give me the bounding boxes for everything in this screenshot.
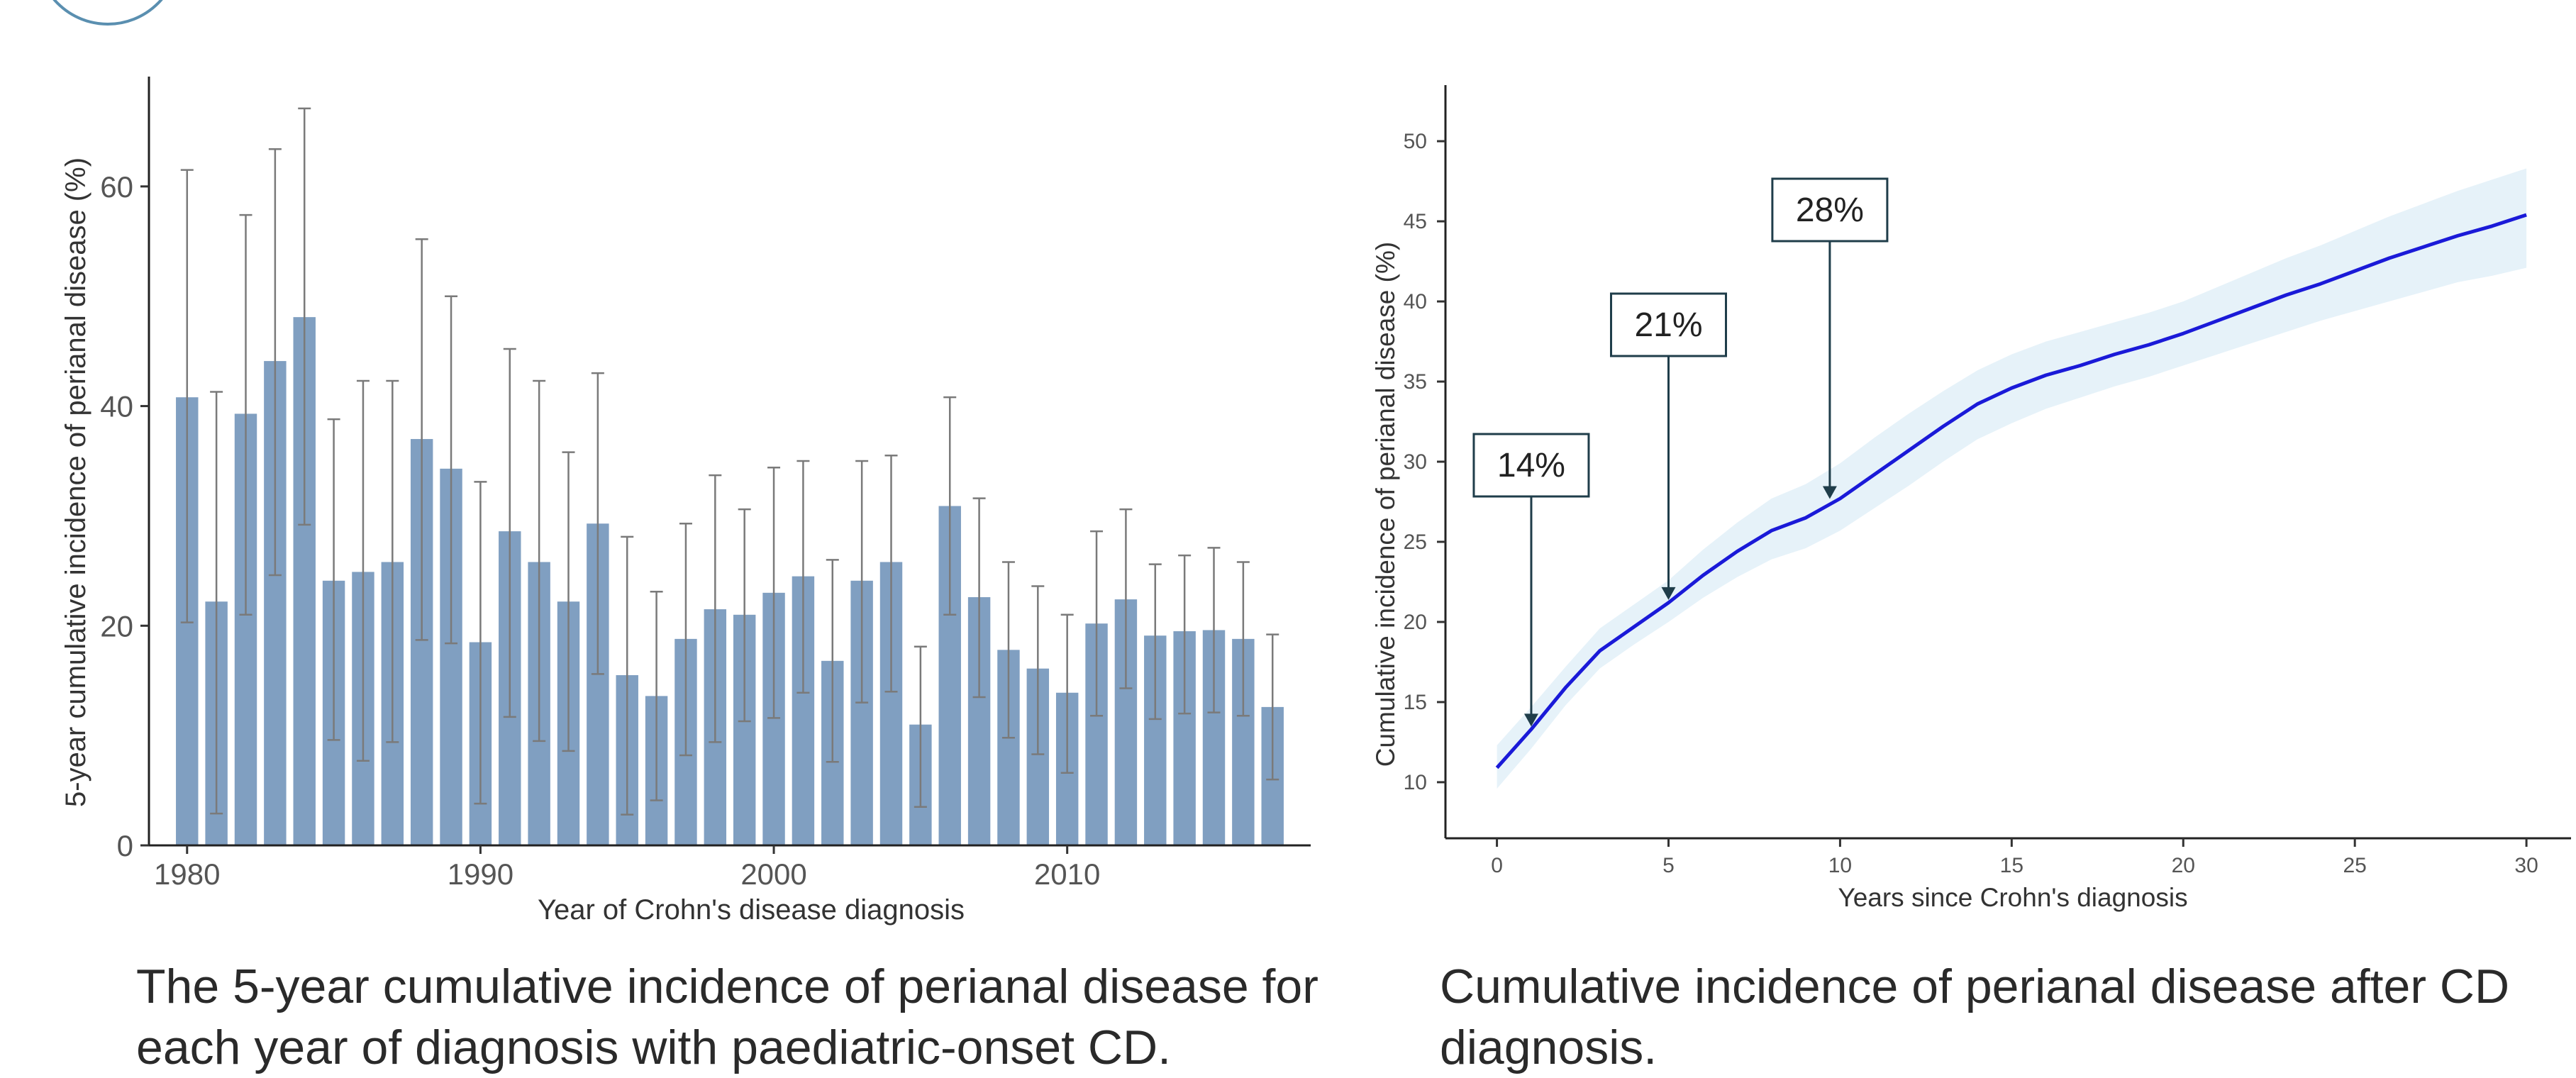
error-bar-1996: [650, 591, 663, 801]
x-tick-label: 0: [1491, 854, 1503, 877]
annotation-1: 14%: [1472, 433, 1590, 727]
y-tick-label: 60: [100, 170, 133, 204]
error-bar-2003: [855, 460, 869, 704]
error-bar-2013: [1148, 563, 1162, 721]
x-tick-label: 1980: [154, 857, 220, 891]
y-tick-label: 0: [117, 829, 133, 862]
error-bar-1999: [738, 508, 751, 723]
x-tick-label: 5: [1662, 854, 1675, 877]
y-tick-label: 20: [100, 609, 133, 643]
annotation-box: [1609, 292, 1727, 357]
error-bar-1984: [298, 107, 311, 526]
error-bar-2016: [1236, 561, 1250, 717]
error-bar-2000: [767, 467, 781, 719]
error-bar-2017: [1266, 633, 1279, 781]
error-bar-1998: [709, 474, 722, 743]
error-bar-1988: [415, 238, 428, 641]
error-bar-2011: [1090, 530, 1104, 717]
y-tick-label: 10: [1404, 771, 1427, 794]
y-tick-label: 35: [1404, 370, 1427, 394]
y-axis-title: 5-year cumulative incidence of perianal …: [60, 157, 91, 807]
error-bar-2015: [1207, 547, 1221, 713]
annotation-label: 21%: [1634, 306, 1702, 344]
error-bar-1980: [180, 169, 194, 623]
error-bar-2006: [943, 396, 957, 616]
logo-circle-decoration: [52, 0, 163, 26]
annotation-box: [1472, 433, 1590, 498]
error-bar-2014: [1178, 554, 1192, 715]
error-bar-1982: [239, 213, 252, 616]
annotation-2: 21%: [1609, 292, 1727, 600]
annotation-arrow-head: [1661, 587, 1676, 600]
y-tick-label: 40: [1404, 290, 1427, 313]
error-bar-2012: [1119, 508, 1133, 689]
annotation-arrow-head: [1822, 486, 1837, 499]
x-tick-label: 1990: [448, 857, 513, 891]
error-bar-2001: [796, 460, 810, 694]
confidence-band: [1497, 168, 2527, 789]
error-bar-1992: [533, 379, 546, 743]
error-bar-1991: [503, 348, 516, 718]
bar-chart-left: 0 20 40 60 1980 1990 2000 2010 Year of Crohn's d…: [60, 77, 1311, 926]
y-tick-label: 25: [1404, 530, 1427, 554]
y-tick-label: 15: [1404, 691, 1427, 714]
error-bar-2010: [1060, 613, 1074, 774]
y-tick-label: 20: [1404, 611, 1427, 634]
x-tick-label: 2000: [740, 857, 806, 891]
error-bar-1994: [591, 372, 604, 675]
error-bar-1981: [210, 391, 223, 815]
annotation-3: 28%: [1771, 177, 1889, 499]
x-tick-label: 2010: [1034, 857, 1100, 891]
caption-right: Cumulative incidence of perianal disease…: [1440, 960, 2510, 1074]
error-bar-1993: [562, 451, 575, 752]
annotation-arrow-head: [1523, 713, 1538, 727]
error-bar-2009: [1031, 585, 1045, 755]
x-axis-title: Years since Crohn's diagnosis: [1838, 883, 2187, 912]
error-bar-2007: [972, 497, 986, 699]
error-bar-2005: [914, 645, 927, 808]
caption-left: The 5-year cumulative incidence of peria…: [136, 960, 1318, 1074]
line-chart-right: 10 15 20 25 30 35 40 45 50 0 5 10 15 20 25 30 Years sinc…: [1371, 85, 2571, 912]
error-bar-1997: [679, 523, 692, 757]
y-axis-title: Cumulative incidence of perianal disease…: [1371, 242, 1400, 767]
x-tick-label: 25: [2343, 854, 2366, 877]
error-bar-2008: [1001, 561, 1015, 739]
x-tick-label: 30: [2514, 854, 2538, 877]
x-tick-label: 15: [2000, 854, 2023, 877]
annotation-label: 28%: [1796, 191, 1864, 229]
x-tick-label: 20: [2172, 854, 2195, 877]
error-bar-1987: [386, 379, 399, 743]
x-axis-title: Year of Crohn's disease diagnosis: [538, 894, 965, 926]
y-tick-label: 45: [1404, 210, 1427, 233]
error-bar-2002: [826, 559, 839, 763]
error-bar-1990: [474, 481, 487, 805]
error-bar-1995: [621, 535, 634, 816]
y-tick-label: 50: [1404, 130, 1427, 153]
annotation-label: 14%: [1497, 447, 1565, 484]
error-bar-1983: [268, 148, 282, 577]
error-bar-2004: [884, 455, 898, 693]
error-bar-1989: [445, 295, 458, 645]
y-tick-label: 30: [1404, 450, 1427, 474]
error-bar-1985: [327, 418, 340, 741]
cumulative-incidence-line: [1495, 213, 2527, 769]
y-tick-label: 40: [100, 390, 133, 423]
x-tick-label: 10: [1828, 854, 1852, 877]
error-bar-1986: [356, 379, 370, 762]
